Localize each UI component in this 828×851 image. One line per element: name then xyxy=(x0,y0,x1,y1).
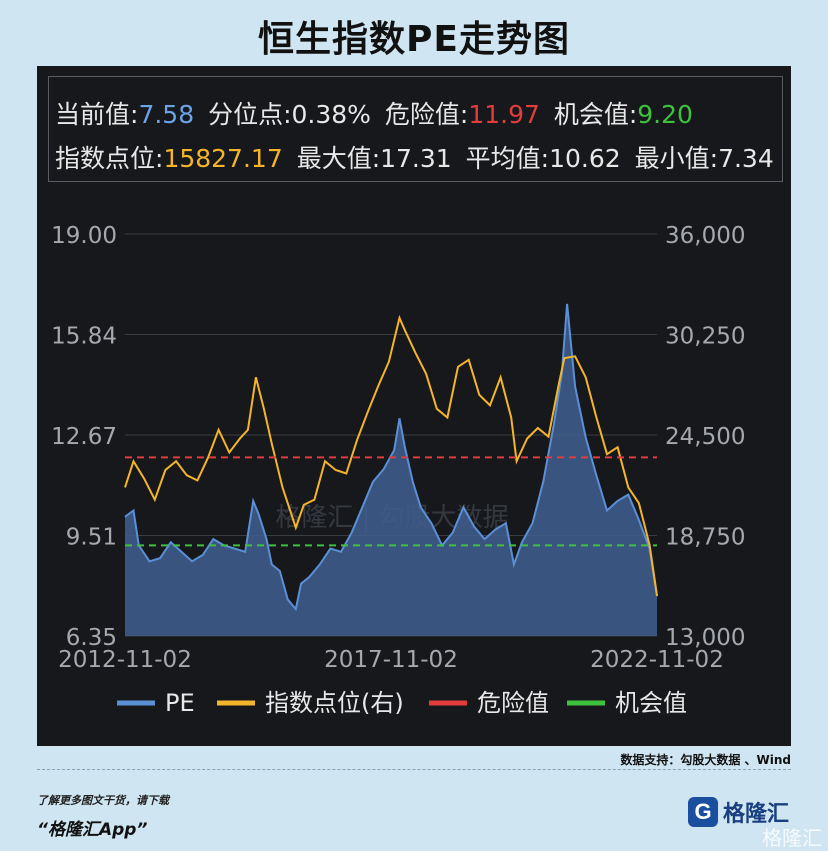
min-value: 7.34 xyxy=(718,144,774,173)
promo-text: 了解更多图文干货，请下载 xyxy=(37,794,169,807)
bottom-watermark: 格隆汇 xyxy=(762,826,822,850)
y-left-tick-label: 9.51 xyxy=(66,525,117,551)
index-value: 15827.17 xyxy=(163,144,283,173)
current-value: 7.58 xyxy=(138,100,195,129)
index-line xyxy=(124,314,658,596)
legend-danger-label: 危险值 xyxy=(477,689,549,717)
pe-chart: 19.00 36,000 15.84 30,250 12.67 24,500 9.51 18,… xyxy=(51,223,745,717)
percentile-label: 分位点: xyxy=(208,100,292,129)
percentile-value: 0.38% xyxy=(291,100,371,129)
opportunity-value: 9.20 xyxy=(637,100,693,129)
index-label: 指数点位: xyxy=(55,144,164,173)
opportunity-label: 机会值: xyxy=(553,100,638,129)
y-right-tick-label: 18,750 xyxy=(665,525,745,551)
min-label: 最小值: xyxy=(634,144,719,173)
danger-label: 危险值: xyxy=(384,100,469,129)
avg-label: 平均值: xyxy=(465,144,550,173)
max-label: 最大值: xyxy=(296,144,381,173)
y-right-tick-label: 30,250 xyxy=(665,324,745,350)
promo-app-name: “格隆汇App” xyxy=(37,820,148,840)
x-tick-label: 2022-11-02 xyxy=(590,647,724,673)
y-right-tick-label: 36,000 xyxy=(665,223,745,249)
legend-index-label: 指数点位(右) xyxy=(265,689,404,717)
danger-value: 11.97 xyxy=(468,100,540,129)
stats-row-1: 当前值:7.58 分位点:0.38% 危险值:11.97 机会值:9.20 xyxy=(55,95,693,131)
page-title: 恒生指数PE走势图 xyxy=(258,19,570,60)
legend-pe-label: PE xyxy=(165,689,195,717)
max-value: 17.31 xyxy=(380,144,452,173)
stats-row-2: 指数点位:15827.17 最大值:17.31 平均值:10.62 最小值:7.… xyxy=(55,139,774,175)
y-left-tick-label: 19.00 xyxy=(51,223,117,249)
brand-logo[interactable]: G 格隆汇 xyxy=(688,796,789,828)
avg-value: 10.62 xyxy=(549,144,621,173)
x-tick-label: 2017-11-02 xyxy=(324,647,458,673)
legend-opportunity-label: 机会值 xyxy=(615,689,687,717)
y-right-tick-label: 13,000 xyxy=(665,625,745,651)
stats-box: 当前值:7.58 分位点:0.38% 危险值:11.97 机会值:9.20 指数… xyxy=(48,76,783,182)
y-left-tick-label: 12.67 xyxy=(51,424,117,450)
divider xyxy=(37,769,791,770)
y-right-tick-label: 24,500 xyxy=(665,424,745,450)
chart-panel: 当前值:7.58 分位点:0.38% 危险值:11.97 机会值:9.20 指数… xyxy=(37,66,791,746)
x-tick-label: 2012-11-02 xyxy=(58,647,192,673)
data-source: 数据支持：勾股大数据 、Wind xyxy=(620,753,791,767)
y-left-tick-label: 15.84 xyxy=(51,324,117,350)
pe-area xyxy=(125,303,657,636)
y-left-tick-label: 6.35 xyxy=(66,625,117,651)
logo-icon: G xyxy=(688,797,718,827)
pe-line xyxy=(124,303,658,612)
current-label: 当前值: xyxy=(55,100,139,129)
logo-text: 格隆汇 xyxy=(723,802,790,827)
